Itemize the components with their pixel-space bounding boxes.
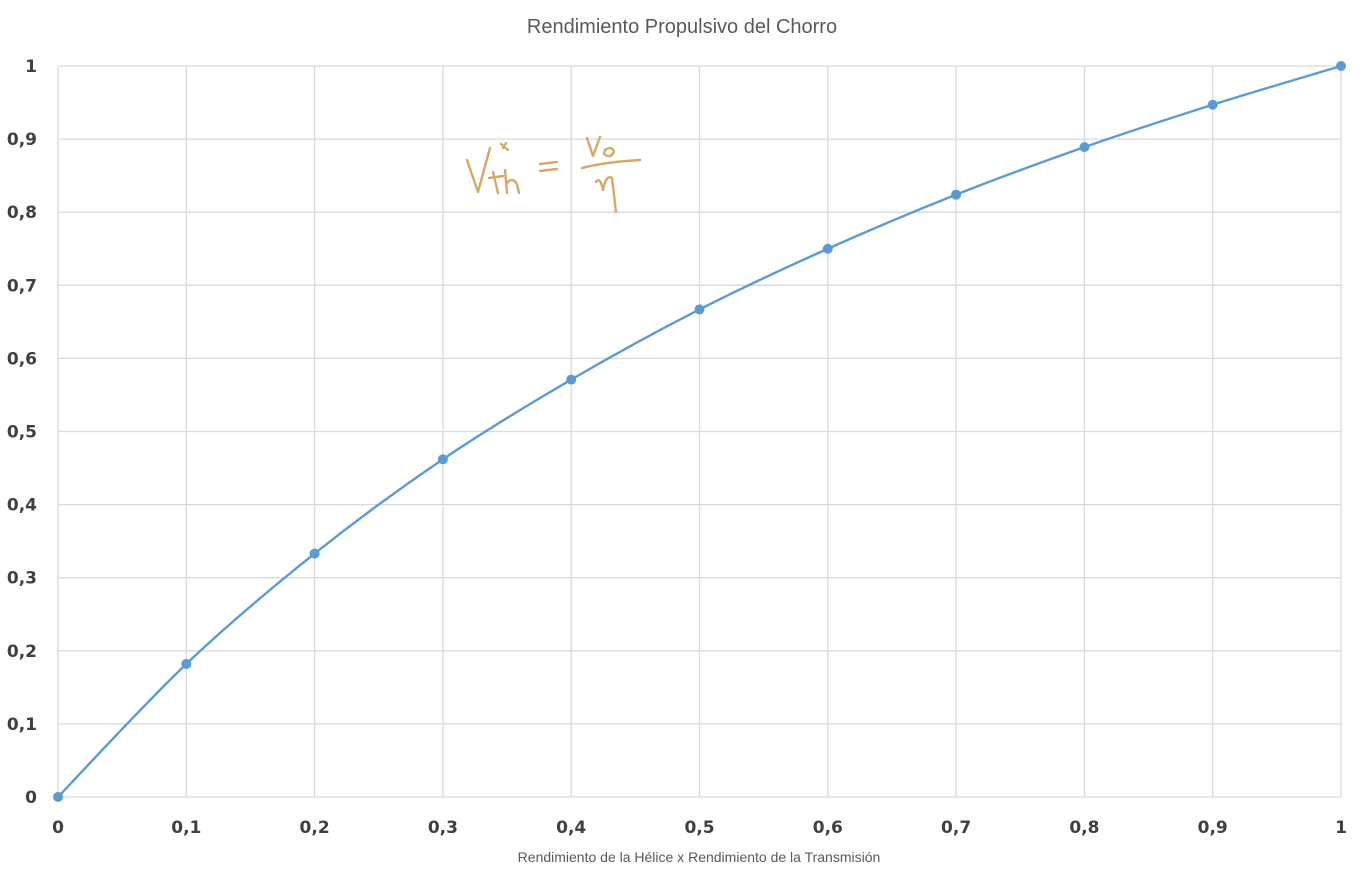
y-tick-label: 0,8 [7,203,37,223]
y-axis-ticks: 0 0,1 0,2 0,3 0,4 0,5 0,6 0,7 0,8 0,9 1 [7,57,37,808]
x-axis-ticks: 0 0,1 0,2 0,3 0,4 0,5 0,6 0,7 0,8 0,9 1 [52,818,1347,838]
data-point [53,792,63,802]
handwritten-formula-annotation [465,135,642,214]
x-tick-label: 0,8 [1069,818,1099,838]
data-point [181,658,192,669]
data-point [437,454,448,465]
series-line [57,64,1342,798]
y-tick-label: 0,9 [7,130,37,150]
x-tick-label: 0,1 [171,818,201,838]
x-tick-label: 0,5 [684,818,714,838]
x-tick-label: 0,3 [428,818,458,838]
series-layer [53,61,1346,802]
y-tick-label: 0,2 [7,642,37,662]
y-tick-label: 0,4 [7,496,37,516]
data-point [951,189,962,200]
y-tick-label: 1 [25,57,37,77]
y-tick-label: 0,3 [7,569,37,589]
y-tick-label: 0,6 [7,349,37,369]
data-point [1336,61,1346,71]
x-tick-label: 1 [1335,818,1347,838]
x-axis-label: Rendimiento de la Hélice x Rendimiento d… [518,849,881,865]
x-tick-label: 0,4 [556,818,586,838]
data-point [822,243,833,254]
y-tick-label: 0 [25,788,37,808]
chart-title: Rendimiento Propulsivo del Chorro [527,16,837,38]
data-point [694,304,705,315]
data-point [309,548,320,559]
y-tick-label: 0,5 [7,423,37,443]
x-tick-label: 0,2 [300,818,330,838]
data-point [566,374,577,385]
x-tick-label: 0,7 [941,818,971,838]
y-tick-label: 0,1 [7,715,37,735]
grid [57,65,1342,798]
data-point [1079,142,1090,153]
data-point [1207,99,1218,110]
y-tick-label: 0,7 [7,276,37,296]
x-tick-label: 0 [52,818,64,838]
x-tick-label: 0,9 [1198,818,1228,838]
x-tick-label: 0,6 [813,818,843,838]
